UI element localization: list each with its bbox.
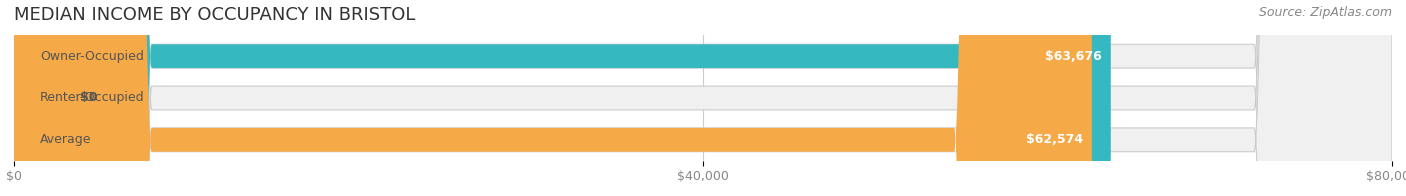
Text: $0: $0 bbox=[80, 92, 97, 104]
FancyBboxPatch shape bbox=[14, 0, 1392, 196]
Text: $62,574: $62,574 bbox=[1026, 133, 1083, 146]
FancyBboxPatch shape bbox=[14, 0, 1111, 196]
Text: $63,676: $63,676 bbox=[1046, 50, 1102, 63]
Text: MEDIAN INCOME BY OCCUPANCY IN BRISTOL: MEDIAN INCOME BY OCCUPANCY IN BRISTOL bbox=[14, 6, 415, 24]
FancyBboxPatch shape bbox=[14, 0, 1392, 196]
Text: Owner-Occupied: Owner-Occupied bbox=[39, 50, 143, 63]
Text: Renter-Occupied: Renter-Occupied bbox=[39, 92, 145, 104]
Text: Source: ZipAtlas.com: Source: ZipAtlas.com bbox=[1258, 6, 1392, 19]
FancyBboxPatch shape bbox=[14, 0, 66, 196]
Text: Average: Average bbox=[39, 133, 91, 146]
FancyBboxPatch shape bbox=[14, 0, 1092, 196]
FancyBboxPatch shape bbox=[14, 0, 1392, 196]
